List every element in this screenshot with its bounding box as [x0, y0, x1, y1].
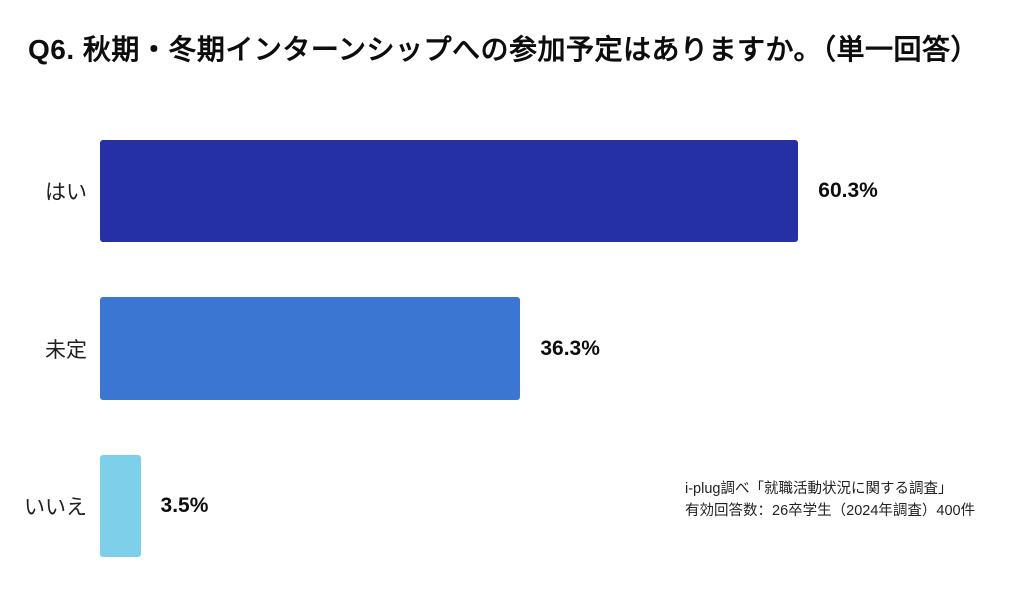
value-label-1: 36.3% — [540, 336, 600, 360]
category-label-2: いいえ — [24, 496, 87, 519]
category-label-0: はい — [45, 181, 87, 204]
chart-title: Q6. 秋期・冬期インターンシップへの参加予定はありますか。（単一回答） — [28, 34, 979, 65]
source-note-line1: i-plug調べ「就職活動状況に関する調査」 — [685, 481, 953, 497]
bar-row-0: はい 60.3% — [0, 140, 1024, 242]
bar-row-2: いいえ 3.5% — [0, 455, 1024, 557]
bar-2 — [100, 455, 141, 557]
category-label-1: 未定 — [45, 338, 87, 362]
value-label-0: 60.3% — [818, 179, 878, 202]
bar-row-1: 未定 36.3% — [0, 297, 1024, 400]
bar-1 — [100, 297, 521, 400]
source-note-line2: 有効回答数：26卒学生（2024年調査）400件 — [685, 502, 976, 519]
bar-0 — [100, 140, 799, 242]
value-label-2: 3.5% — [160, 494, 209, 517]
source-note: i-plug調べ「就職活動状況に関する調査」 有効回答数：26卒学生（2024年… — [685, 479, 975, 523]
